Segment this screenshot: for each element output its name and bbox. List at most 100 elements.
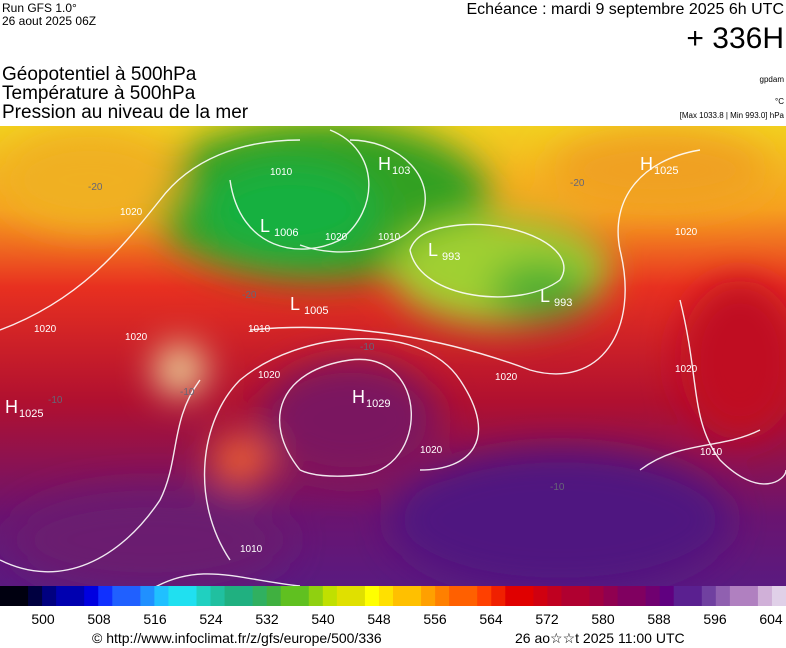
pressure-center-value: 103 (392, 165, 410, 177)
colorbar-swatch (393, 586, 408, 606)
colorbar-swatch (477, 586, 492, 606)
colorbar-swatch (322, 586, 338, 606)
colorbar-tick-label: 524 (199, 611, 223, 627)
pressure-center-type: H (5, 397, 18, 417)
run-label: Run GFS 1.0° (2, 1, 77, 15)
colorbar-swatch (308, 586, 324, 606)
colorbar-swatch (519, 586, 534, 606)
colorbar-swatch (505, 586, 520, 606)
colorbar-swatch (435, 586, 450, 606)
run-date: 26 aout 2025 06Z (2, 14, 96, 28)
colorbar-swatch (491, 586, 506, 606)
isobars (0, 129, 786, 586)
colorbar-swatch (757, 586, 773, 606)
colorbar-tick-label: 604 (759, 611, 783, 627)
pressure-center-value: 1006 (274, 227, 298, 239)
colorbar-tick-label: 516 (143, 611, 167, 627)
colorbar-swatch (589, 586, 605, 606)
colorbar-swatch (56, 586, 71, 606)
colorbar-swatch (294, 586, 310, 606)
isotherm-label: -10 (360, 342, 375, 353)
colorbar-swatch (687, 586, 703, 606)
colorbar-swatch (575, 586, 590, 606)
colorbar-swatch (28, 586, 43, 606)
colorbar-swatch (252, 586, 268, 606)
colorbar-tick-label: 508 (87, 611, 111, 627)
colorbar-swatch (547, 586, 562, 606)
colorbar-swatch (70, 586, 85, 606)
pressure-center-type: L (428, 240, 438, 260)
forecast-time: Echéance : mardi 9 septembre 2025 6h UTC (467, 1, 785, 18)
colorbar-tick-label: 548 (367, 611, 391, 627)
colorbar-swatch (336, 586, 352, 606)
isotherm-label: -10 (180, 387, 195, 398)
isobar-label: 1010 (240, 544, 263, 555)
isotherm-label: -20 (570, 178, 585, 189)
colorbar-swatch (631, 586, 647, 606)
colorbar-swatch (715, 586, 731, 606)
pressure-center-value: 1025 (654, 165, 678, 177)
unit-label: °C (775, 97, 784, 106)
colorbar-swatch (42, 586, 57, 606)
colorbar-swatch (533, 586, 548, 606)
isotherm-label: -20 (88, 182, 103, 193)
colorbar-swatch (449, 586, 464, 606)
map-title: Géopotentiel à 500hPa (2, 64, 197, 85)
colorbar-tick-label: 540 (311, 611, 335, 627)
colorbar-swatch (463, 586, 478, 606)
colorbar-swatch (154, 586, 169, 606)
isobar-label: 1020 (420, 445, 443, 456)
colorbar-swatch (182, 586, 197, 606)
map-title: Température à 500hPa (2, 83, 196, 104)
colorbar-swatch (659, 586, 675, 606)
isobar-label: 1010 (248, 324, 271, 335)
isotherm-label: -10 (48, 395, 63, 406)
colorbar-swatch (743, 586, 759, 606)
isobar-label: 1010 (378, 232, 401, 243)
colorbar-swatch (168, 586, 183, 606)
isobar-label: 1020 (325, 232, 348, 243)
colorbar-swatch (561, 586, 576, 606)
colorbar-swatch (126, 586, 141, 606)
colorbar-swatch (673, 586, 689, 606)
colorbar-swatch (771, 586, 786, 606)
isobar-label: 1010 (700, 447, 723, 458)
colorbar-swatch (196, 586, 212, 606)
colorbar-swatch (378, 586, 394, 606)
pressure-center-type: H (352, 387, 365, 407)
isotherm-label: -20 (242, 290, 257, 301)
pressure-center-value: 1025 (19, 408, 43, 420)
pressure-center-value: 993 (554, 297, 572, 309)
range-note: [Max 1033.8 | Min 993.0] hPa (680, 111, 785, 120)
pressure-center-value: 1029 (366, 398, 390, 410)
pressure-center-type: H (640, 154, 653, 174)
colorbar-tick-label: 588 (647, 611, 671, 627)
pressure-center-type: L (260, 216, 270, 236)
colorbar-swatch (603, 586, 619, 606)
isobar-label: 1020 (120, 207, 143, 218)
colorbar-swatch (729, 586, 745, 606)
isobar-label: 1020 (675, 227, 698, 238)
colorbar-swatch (421, 586, 436, 606)
colorbar-swatch (84, 586, 99, 606)
colorbar-swatch (0, 586, 15, 606)
colorbar-tick-label: 500 (31, 611, 55, 627)
colorbar-tick-label: 580 (591, 611, 615, 627)
colorbar-swatch (266, 586, 282, 606)
colorbar-tick-label: 564 (479, 611, 503, 627)
isobar-label: 1010 (270, 167, 293, 178)
pressure-center-value: 993 (442, 251, 460, 263)
colorbar-swatch (280, 586, 296, 606)
colorbar-swatch (364, 586, 380, 606)
lead-time: + 336H (686, 22, 784, 55)
colorbar-swatch (98, 586, 113, 606)
colorbar-swatch (14, 586, 29, 606)
colorbar-swatch (140, 586, 155, 606)
isobar-label: 1020 (125, 332, 148, 343)
colorbar-swatch (701, 586, 717, 606)
isobar-label: 1020 (495, 372, 518, 383)
colorbar-tick-label: 556 (423, 611, 447, 627)
colorbar (0, 586, 786, 606)
